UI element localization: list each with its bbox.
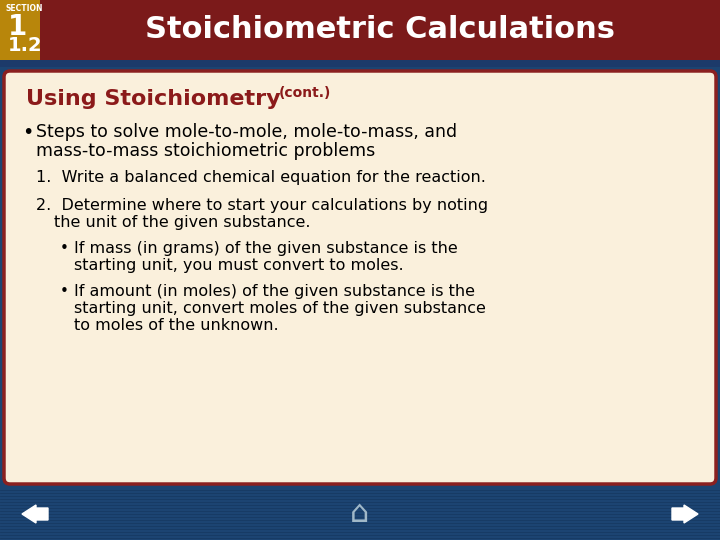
Text: •: • — [60, 241, 69, 256]
Text: ⌂: ⌂ — [351, 500, 369, 529]
Text: (cont.): (cont.) — [279, 86, 331, 100]
Text: •: • — [22, 123, 33, 142]
FancyBboxPatch shape — [0, 0, 40, 60]
Text: •: • — [60, 284, 69, 299]
Text: mass-to-mass stoichiometric problems: mass-to-mass stoichiometric problems — [36, 142, 375, 160]
Text: SECTION: SECTION — [6, 4, 43, 13]
Text: 1.2: 1.2 — [8, 36, 42, 55]
Text: 2.  Determine where to start your calculations by noting: 2. Determine where to start your calcula… — [36, 198, 488, 213]
Text: the unit of the given substance.: the unit of the given substance. — [54, 215, 310, 230]
Text: starting unit, convert moles of the given substance: starting unit, convert moles of the give… — [74, 301, 486, 316]
Text: starting unit, you must convert to moles.: starting unit, you must convert to moles… — [74, 258, 404, 273]
FancyBboxPatch shape — [0, 60, 720, 67]
Text: 1: 1 — [8, 13, 27, 41]
FancyBboxPatch shape — [0, 0, 720, 60]
Text: Steps to solve mole-to-mole, mole-to-mass, and: Steps to solve mole-to-mole, mole-to-mas… — [36, 123, 457, 141]
Text: Stoichiometric Calculations: Stoichiometric Calculations — [145, 16, 615, 44]
Text: If amount (in moles) of the given substance is the: If amount (in moles) of the given substa… — [74, 284, 475, 299]
FancyBboxPatch shape — [4, 71, 716, 484]
FancyBboxPatch shape — [0, 488, 720, 540]
FancyArrow shape — [22, 505, 48, 523]
Text: If mass (in grams) of the given substance is the: If mass (in grams) of the given substanc… — [74, 241, 458, 256]
Text: to moles of the unknown.: to moles of the unknown. — [74, 318, 279, 333]
FancyArrow shape — [672, 505, 698, 523]
Text: 1.  Write a balanced chemical equation for the reaction.: 1. Write a balanced chemical equation fo… — [36, 170, 486, 185]
Text: Using Stoichiometry: Using Stoichiometry — [26, 89, 281, 109]
